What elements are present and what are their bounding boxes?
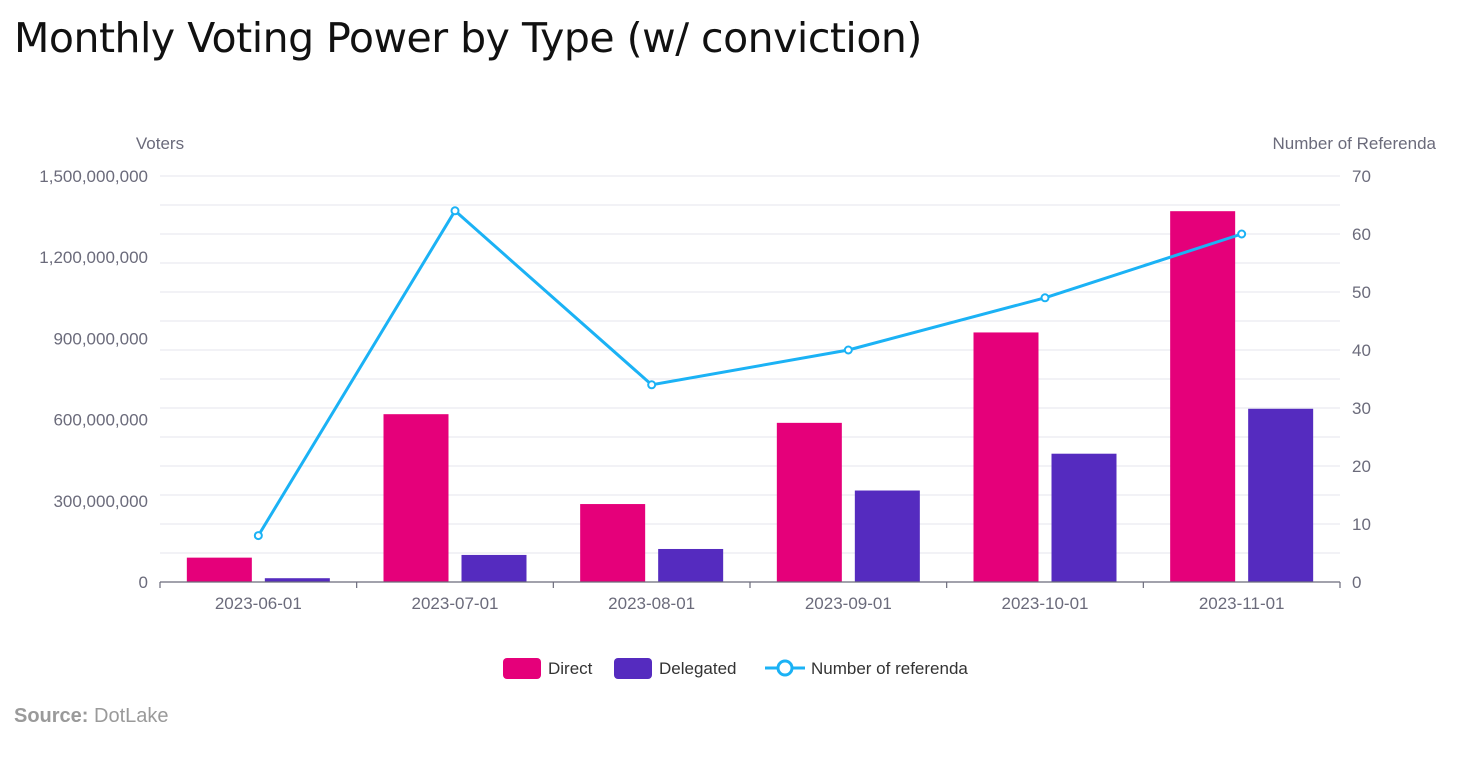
legend-swatch-marker bbox=[776, 659, 794, 677]
y-right-tick-label: 50 bbox=[1352, 283, 1371, 302]
bar-direct bbox=[1170, 211, 1236, 583]
y-right-tick-label: 20 bbox=[1352, 457, 1371, 476]
bar-direct bbox=[186, 557, 252, 582]
source-value: DotLake bbox=[94, 705, 169, 727]
y-right-tick-label: 0 bbox=[1352, 573, 1361, 592]
y-axis-left-title: Voters bbox=[136, 134, 184, 153]
point-number-of-referenda bbox=[1040, 293, 1050, 303]
point-number-of-referenda bbox=[843, 345, 853, 355]
legend-label-delegated: Delegated bbox=[659, 659, 737, 678]
x-tick-label: 2023-11-01 bbox=[1199, 594, 1285, 613]
y-left-tick-label: 1,200,000,000 bbox=[39, 248, 148, 267]
bar-direct bbox=[776, 422, 842, 582]
source-label: Source: bbox=[14, 705, 89, 727]
y-left-tick-label: 300,000,000 bbox=[53, 492, 148, 511]
legend-label-referenda: Number of referenda bbox=[811, 659, 968, 678]
y-left-tick-label: 600,000,000 bbox=[53, 411, 148, 430]
bar-delegated bbox=[1248, 408, 1314, 582]
legend-swatch-delegated bbox=[614, 658, 652, 679]
bar-delegated bbox=[854, 490, 920, 582]
bar-delegated bbox=[461, 554, 527, 582]
bar-direct bbox=[383, 414, 449, 582]
bar-direct bbox=[580, 504, 646, 582]
bar-delegated bbox=[1051, 453, 1117, 582]
y-right-tick-label: 60 bbox=[1352, 225, 1371, 244]
chart-title: Monthly Voting Power by Type (w/ convict… bbox=[14, 14, 922, 62]
x-tick-label: 2023-08-01 bbox=[608, 594, 695, 613]
bar-delegated bbox=[264, 578, 330, 582]
y-left-tick-label: 0 bbox=[139, 573, 148, 592]
bar-delegated bbox=[658, 548, 724, 582]
point-number-of-referenda bbox=[253, 531, 263, 541]
line-number-of-referenda bbox=[257, 209, 1243, 537]
x-tick-label: 2023-09-01 bbox=[805, 594, 892, 613]
y-right-tick-label: 70 bbox=[1352, 167, 1371, 186]
y-left-tick-label: 1,500,000,000 bbox=[39, 167, 148, 186]
x-tick-label: 2023-07-01 bbox=[412, 594, 499, 613]
x-tick-label: 2023-06-01 bbox=[215, 594, 302, 613]
y-left-tick-label: 900,000,000 bbox=[53, 329, 148, 348]
y-right-tick-label: 40 bbox=[1352, 341, 1371, 360]
bar-direct bbox=[973, 332, 1039, 582]
legend-swatch-direct bbox=[503, 658, 541, 679]
x-tick-label: 2023-10-01 bbox=[1002, 594, 1089, 613]
source-note: Source: DotLake bbox=[14, 705, 169, 728]
point-number-of-referenda bbox=[647, 380, 657, 390]
y-right-tick-label: 30 bbox=[1352, 399, 1371, 418]
y-axis-right-title: Number of Referenda bbox=[1273, 134, 1437, 153]
legend-label-direct: Direct bbox=[548, 659, 593, 678]
point-number-of-referenda bbox=[1237, 229, 1247, 239]
y-right-tick-label: 10 bbox=[1352, 515, 1371, 534]
point-number-of-referenda bbox=[450, 206, 460, 216]
